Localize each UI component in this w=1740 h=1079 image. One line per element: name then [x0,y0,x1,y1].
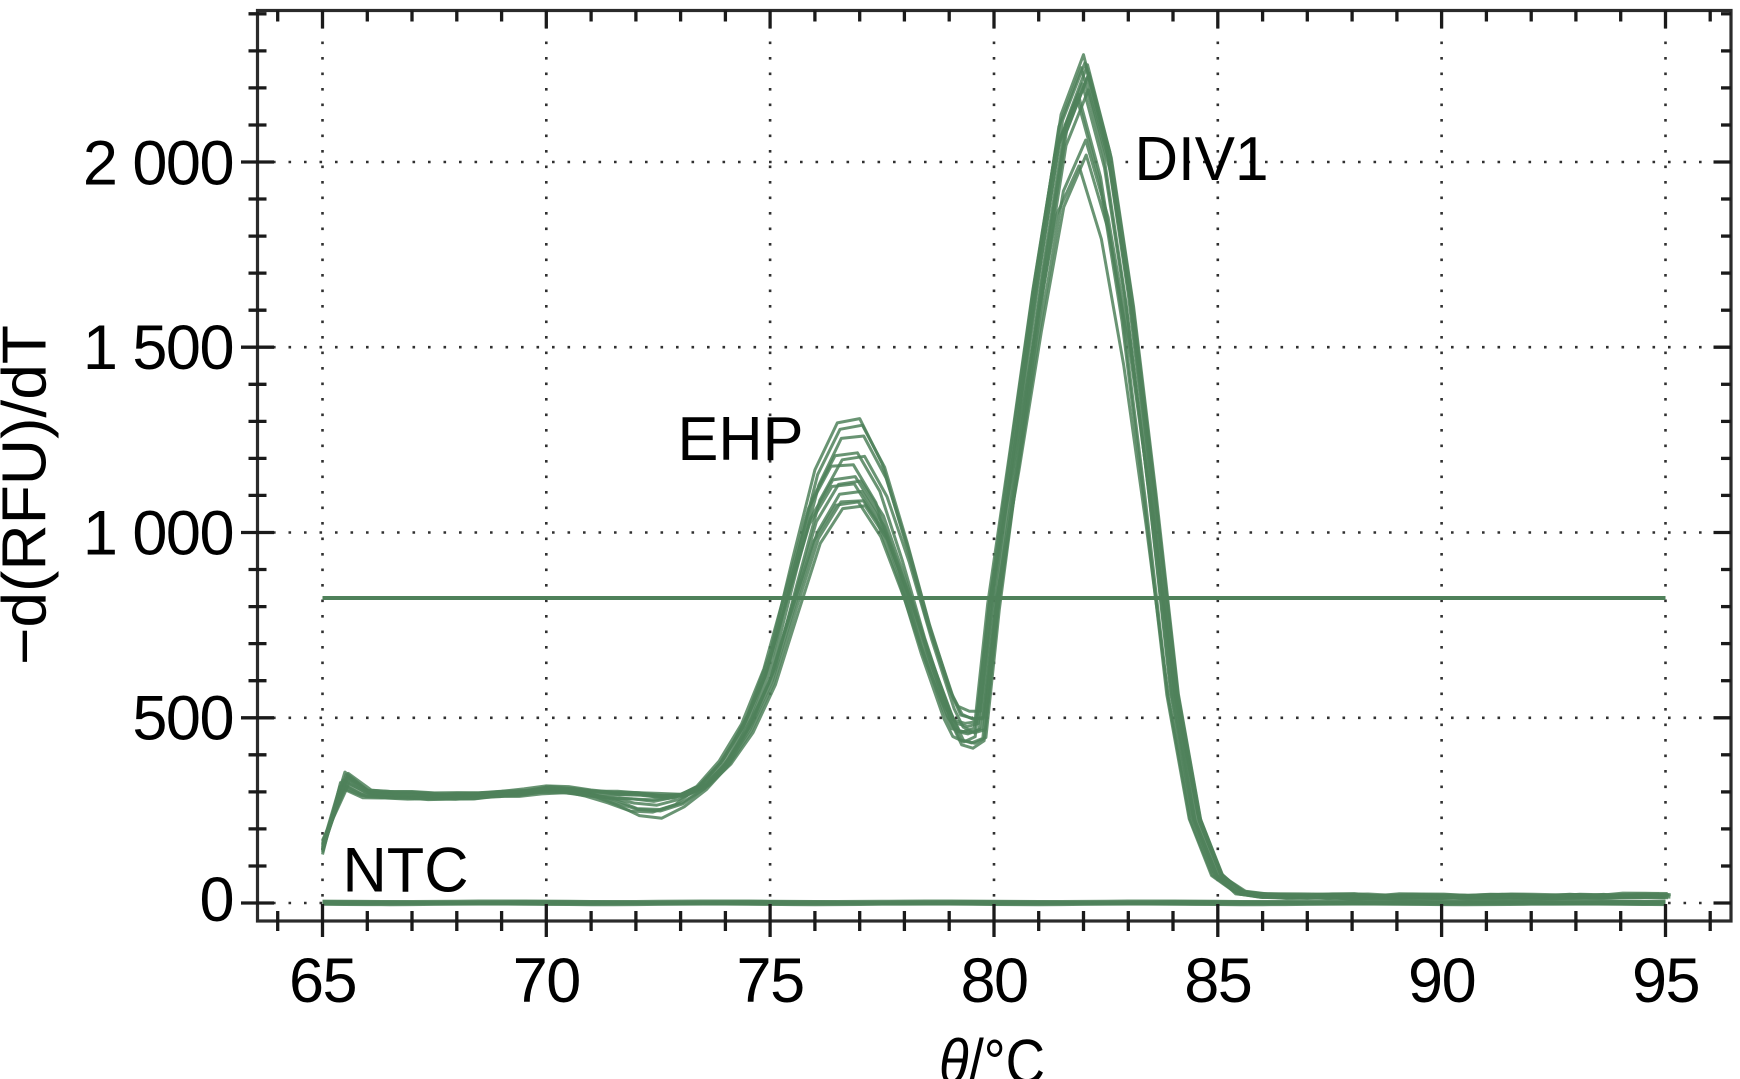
svg-text:NTC: NTC [343,835,469,905]
svg-text:θ/°C: θ/°C [939,1028,1045,1079]
svg-text:1 500: 1 500 [83,313,233,383]
svg-text:85: 85 [1184,946,1251,1016]
svg-text:−d(RFU)/dT: −d(RFU)/dT [0,325,60,665]
svg-text:80: 80 [960,946,1027,1016]
svg-text:70: 70 [513,946,580,1016]
svg-text:EHP: EHP [678,405,804,474]
svg-text:2 000: 2 000 [83,129,233,199]
svg-text:1 000: 1 000 [83,498,233,568]
svg-text:65: 65 [289,946,356,1016]
svg-text:500: 500 [132,684,233,754]
svg-text:75: 75 [737,946,804,1016]
svg-text:90: 90 [1408,946,1475,1016]
svg-text:DIV1: DIV1 [1135,125,1269,194]
svg-text:0: 0 [199,865,233,935]
svg-text:95: 95 [1632,946,1699,1016]
